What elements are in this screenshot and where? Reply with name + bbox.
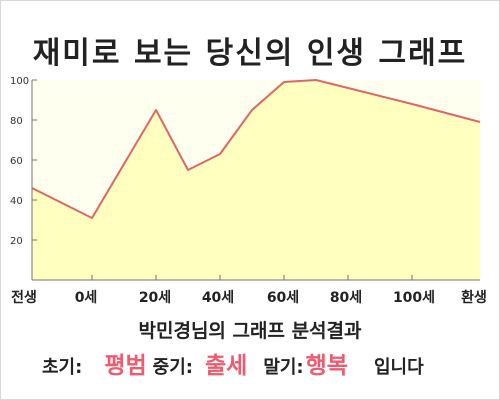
summary-title: 박민경님의 그래프 분석결과 xyxy=(138,320,362,342)
mid-value: 출세 xyxy=(204,353,248,379)
x-tick-label: 환생 xyxy=(461,289,487,306)
summary-line: 초기: 평범 중기: 출세 말기: 행복 입니다 xyxy=(0,346,500,380)
y-ticks: 20 40 60 80 100 xyxy=(10,76,37,247)
early-value: 평범 xyxy=(104,353,147,379)
x-tick-label: 40세 xyxy=(202,290,234,306)
x-tick-label: 100세 xyxy=(393,290,435,306)
y-tick-label: 20 xyxy=(10,236,23,247)
line-layer xyxy=(31,79,481,219)
chart-title: 재미로 보는 당신의 인생 그래프 xyxy=(32,36,468,71)
area-layer xyxy=(32,80,480,280)
x-tick-label: 60세 xyxy=(267,290,299,306)
y-tick-label: 100 xyxy=(10,76,29,87)
mid-label: 중기: xyxy=(152,357,193,378)
y-tick-label: 40 xyxy=(10,196,23,207)
late-label: 말기: xyxy=(263,357,304,378)
late-value: 행복 xyxy=(305,353,348,379)
series-line xyxy=(31,79,481,219)
y-tick-label: 60 xyxy=(10,156,23,167)
x-tick-label: 0세 xyxy=(75,290,98,306)
x-tick-label: 전생 xyxy=(11,289,37,306)
early-label: 초기: xyxy=(42,357,83,378)
summary-ending: 입니다 xyxy=(373,357,424,378)
series-area xyxy=(32,80,480,280)
y-tick-label: 80 xyxy=(10,116,23,127)
x-ticks: 전생 0세 20세 40세 60세 80세 100세 환생 xyxy=(11,275,487,306)
x-tick-label: 80세 xyxy=(330,290,362,306)
x-tick-label: 20세 xyxy=(139,290,171,306)
